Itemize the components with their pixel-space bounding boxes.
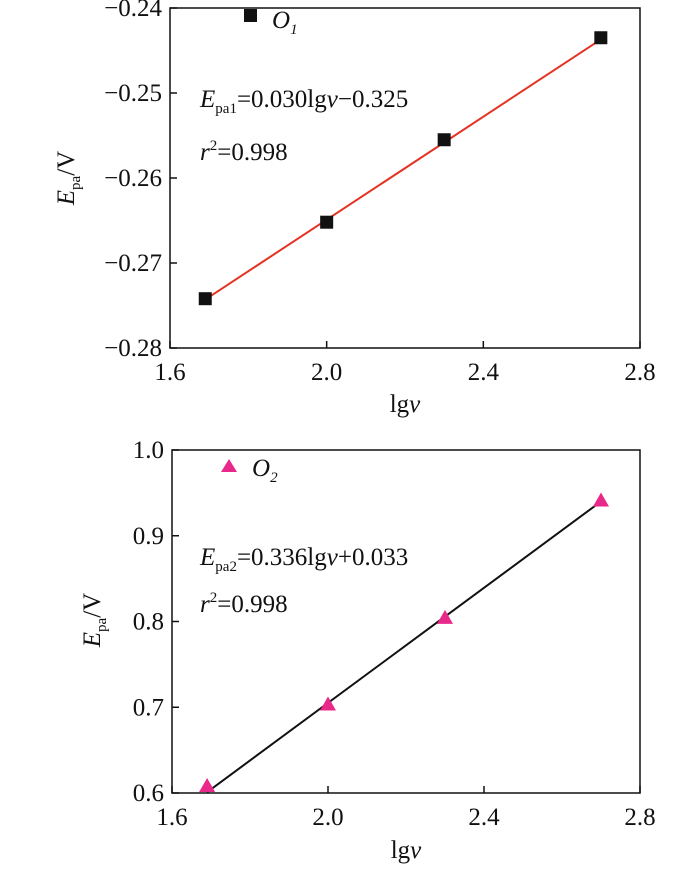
plot-frame [171,449,641,794]
data-point-triangle [320,696,336,711]
x-axis-title: lgv [391,837,422,864]
legend-label-o1: O1 [272,7,298,38]
y-tick-label: 1.0 [133,437,164,464]
x-axis-title: lgv [390,391,421,418]
data-points [198,31,608,306]
y-tick-label: −0.26 [104,165,162,192]
fit-line-group [206,500,602,793]
data-point-triangle [437,609,453,624]
r-squared: r2=0.998 [200,138,288,166]
data-point-triangle [199,777,216,792]
legend-marker-square [244,9,257,22]
chart-panel-o1: 1.6 2.0 2.4 2.8 −0.28 −0.27 −0.26 −0.25 −0.24 O1… [53,0,656,418]
y-tick-label: −0.24 [104,0,162,22]
x-tick-label: 2.4 [468,804,500,831]
r-squared: r2=0.998 [200,590,288,618]
data-points [199,492,609,792]
x-tick-label: 2.0 [311,359,342,386]
y-tick-label: 0.9 [133,523,164,550]
x-tick-label: 2.8 [624,359,655,386]
fit-line [206,500,602,793]
data-point-square [320,215,334,229]
y-tick-label: −0.28 [104,335,162,362]
y-tick-label: −0.25 [104,80,162,107]
legend-label-o2: O2 [252,455,278,486]
y-tick-label: 0.7 [133,694,164,721]
y-tick-label: −0.27 [104,250,162,277]
fit-line [204,38,602,301]
tick-group: 1.6 2.0 2.4 2.8 0.6 0.7 0.8 0.9 1.0 [133,437,656,831]
legend-marker-triangle [221,459,237,472]
x-tick-label: 2.8 [624,804,655,831]
y-tick-label: 0.8 [133,609,164,636]
fit-line-group [204,38,602,301]
fit-equation: Epa1=0.030lgv−0.325 [199,86,408,117]
fit-equation: Epa2=0.336lgv+0.033 [199,544,408,575]
data-point-square [437,133,451,147]
y-axis-title: Epa/V [53,151,84,206]
data-point-square [594,31,608,45]
x-tick-label: 2.0 [312,804,343,831]
data-point-triangle [593,492,609,507]
chart-panel-o2: 1.6 2.0 2.4 2.8 0.6 0.7 0.8 0.9 1.0 O2 Epa2=0.33… [79,437,656,864]
tick-group: 1.6 2.0 2.4 2.8 −0.28 −0.27 −0.26 −0.25 −0.24 [104,0,655,386]
y-tick-label: 0.6 [133,780,164,807]
x-tick-label: 1.6 [154,359,185,386]
y-axis-title: Epa/V [79,593,110,648]
x-tick-label: 1.6 [156,804,187,831]
x-tick-label: 2.4 [468,359,500,386]
data-point-square [198,292,212,306]
